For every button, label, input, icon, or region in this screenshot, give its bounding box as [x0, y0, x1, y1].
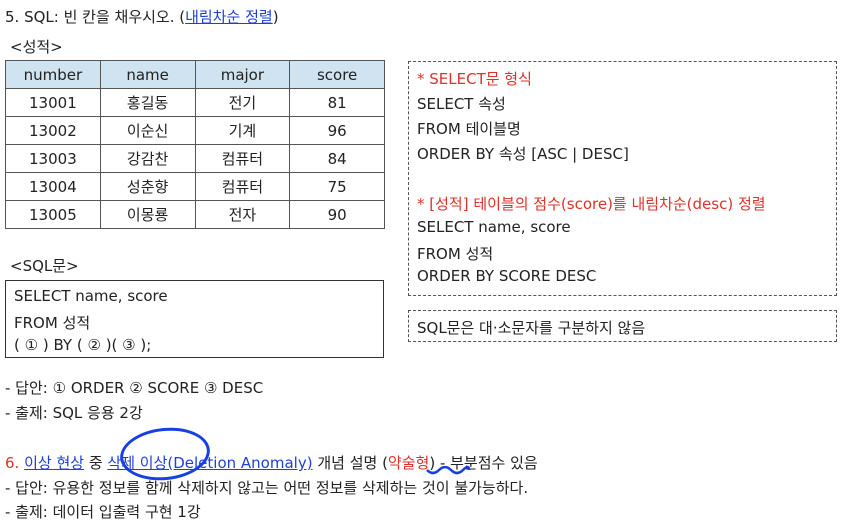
- sql-line: FROM 성적: [14, 312, 90, 333]
- table-cell: 홍길동: [100, 89, 195, 117]
- table-cell: 컴퓨터: [195, 145, 290, 173]
- sql-line: SELECT name, score: [14, 287, 168, 305]
- table-cell: 75: [290, 173, 385, 201]
- table-header-row: number name major score: [6, 61, 385, 89]
- table-cell: 13003: [6, 145, 101, 173]
- anomaly-link[interactable]: 이상 현상: [24, 454, 84, 472]
- sql-line: ( ① ) BY ( ② )( ③ );: [14, 336, 151, 354]
- q5-title-end: ): [273, 8, 279, 26]
- table-cell: 이몽룡: [100, 201, 195, 229]
- table-cell: 84: [290, 145, 385, 173]
- sql-caption: <SQL문>: [10, 255, 79, 276]
- table-cell: 기계: [195, 117, 290, 145]
- table-cell: 81: [290, 89, 385, 117]
- example-line: FROM 성적: [417, 243, 493, 264]
- table-caption: <성적>: [10, 36, 63, 57]
- select-format-box: * SELECT문 형식 SELECT 속성 FROM 테이블명 ORDER B…: [408, 61, 837, 296]
- q6-text: 중: [84, 454, 107, 472]
- table-cell: 컴퓨터: [195, 173, 290, 201]
- header-name: name: [100, 61, 195, 89]
- table-row: 13001 홍길동 전기 81: [6, 89, 385, 117]
- q5-answer: - 답안: ① ORDER ② SCORE ③ DESC: [5, 377, 263, 398]
- q6-source: - 출제: 데이터 입출력 구현 1강: [5, 501, 201, 522]
- sql-box: SELECT name, score FROM 성적 ( ① ) BY ( ② …: [5, 280, 384, 358]
- table-cell: 전자: [195, 201, 290, 229]
- handwritten-underline: [425, 466, 471, 476]
- format-line: SELECT 속성: [417, 93, 506, 114]
- table-cell: 13001: [6, 89, 101, 117]
- table-cell: 96: [290, 117, 385, 145]
- header-number: number: [6, 61, 101, 89]
- table-cell: 13002: [6, 117, 101, 145]
- table-row: 13005 이몽룡 전자 90: [6, 201, 385, 229]
- table-row: 13004 성춘향 컴퓨터 75: [6, 173, 385, 201]
- q5-source: - 출제: SQL 응용 2강: [5, 402, 143, 423]
- table-cell: 성춘향: [100, 173, 195, 201]
- table-cell: 13005: [6, 201, 101, 229]
- example-line: ORDER BY SCORE DESC: [417, 267, 596, 285]
- table-cell: 13004: [6, 173, 101, 201]
- q5-title-text: 5. SQL: 빈 칸을 채우시오. (: [5, 8, 185, 26]
- table-cell: 전기: [195, 89, 290, 117]
- format-heading: * SELECT문 형식: [417, 68, 532, 89]
- q5-title-link[interactable]: 내림차순 정렬: [185, 8, 273, 26]
- q6-number: 6.: [5, 454, 24, 472]
- format-line: FROM 테이블명: [417, 118, 521, 139]
- table-cell: 90: [290, 201, 385, 229]
- header-major: major: [195, 61, 290, 89]
- header-score: score: [290, 61, 385, 89]
- q6-answer: - 답안: 유용한 정보를 함께 삭제하지 않고는 어떤 정보를 삭제하는 것이…: [5, 477, 528, 498]
- case-note: SQL문은 대·소문자를 구분하지 않음: [417, 317, 645, 338]
- example-heading: * [성적] 테이블의 점수(score)를 내림차순(desc) 정렬: [417, 193, 766, 214]
- grade-table: number name major score 13001 홍길동 전기 81 …: [5, 60, 385, 229]
- q5-title: 5. SQL: 빈 칸을 채우시오. (내림차순 정렬): [5, 6, 279, 27]
- table-row: 13003 강감찬 컴퓨터 84: [6, 145, 385, 173]
- table-cell: 강감찬: [100, 145, 195, 173]
- q6-text: 개념 설명 (: [313, 454, 388, 472]
- question-type: 약술형: [388, 454, 429, 472]
- case-note-box: SQL문은 대·소문자를 구분하지 않음: [408, 310, 837, 342]
- format-line: ORDER BY 속성 [ASC | DESC]: [417, 143, 629, 164]
- table-row: 13002 이순신 기계 96: [6, 117, 385, 145]
- handwritten-circle: [118, 423, 213, 484]
- table-cell: 이순신: [100, 117, 195, 145]
- example-line: SELECT name, score: [417, 218, 571, 236]
